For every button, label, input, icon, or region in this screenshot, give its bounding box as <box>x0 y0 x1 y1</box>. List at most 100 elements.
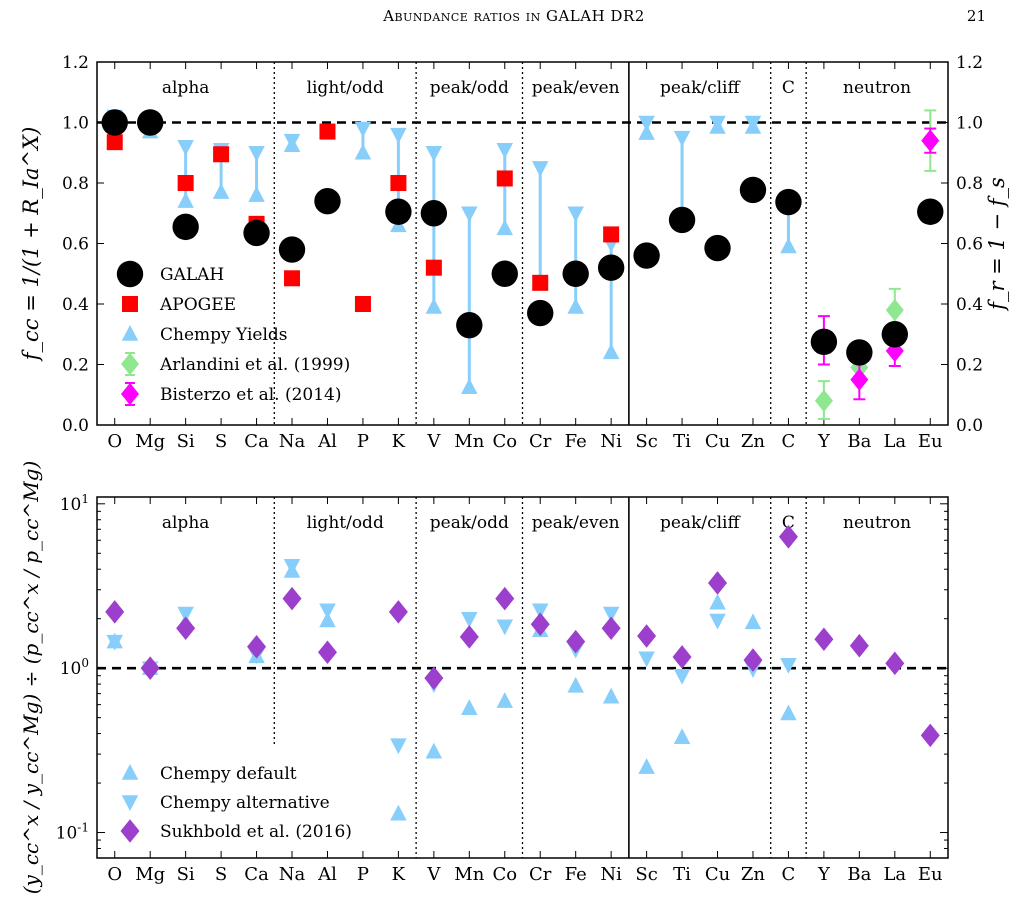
x-tick-label-s: S <box>215 864 227 885</box>
chempy-yield-marker <box>496 142 514 159</box>
x-tick-label-ti: Ti <box>673 864 691 885</box>
chempy-yield-marker <box>709 115 726 132</box>
x-tick-label-k: K <box>392 864 406 885</box>
point-sukhbold-et-al-2016 <box>743 648 763 672</box>
y-tick-label: 1.0 <box>62 114 89 134</box>
point-sukhbold-et-al-2016 <box>672 645 692 669</box>
point-bisterzo-et-al-2014 <box>921 129 940 152</box>
y-tick-label-right: 0.8 <box>956 174 983 194</box>
x-tick-label-ni: Ni <box>600 431 622 452</box>
chempy-yield-marker <box>425 298 443 314</box>
point-chempy-alternative <box>531 603 549 620</box>
point-galah <box>562 260 589 287</box>
point-sukhbold-et-al-2016 <box>849 633 869 658</box>
point-bisterzo-et-al-2014 <box>885 339 904 363</box>
point-sukhbold-et-al-2016 <box>388 600 408 624</box>
page-header: Abundance ratios in GALAH DR2 21 <box>0 0 1028 40</box>
point-apogee <box>603 226 620 243</box>
chempy-yield-marker <box>177 139 194 156</box>
y-axis-label: f_cc = 1/(1 + R_Ia^X) <box>19 127 43 363</box>
point-chempy-alternative <box>390 738 407 755</box>
chempy-yield-marker <box>354 143 372 160</box>
group-label-peak-even: peak/even <box>532 513 620 533</box>
y-tick-label: 0.2 <box>62 356 89 376</box>
point-galah <box>597 254 625 281</box>
chempy-yield-marker <box>496 219 514 236</box>
group-label-c: C <box>782 513 795 533</box>
x-tick-label-na: Na <box>279 431 306 452</box>
point-sukhbold-et-al-2016 <box>317 640 337 665</box>
point-galah <box>633 242 660 269</box>
legend-marker-chempy-yields <box>121 325 139 341</box>
point-sukhbold-et-al-2016 <box>247 634 267 659</box>
point-apogee <box>425 259 442 276</box>
legend-label-chempy-yields: Chempy Yields <box>160 325 288 345</box>
y-tick-label-right: 0.4 <box>956 295 983 315</box>
x-tick-label-o: O <box>107 864 122 885</box>
x-tick-label-si: Si <box>177 864 195 885</box>
x-tick-label-fe: Fe <box>565 431 587 452</box>
x-tick-label-mg: Mg <box>135 864 165 885</box>
legend-marker-chempy-alternative <box>121 795 139 811</box>
point-chempy-alternative <box>673 668 691 685</box>
x-tick-label-sc: Sc <box>635 431 657 452</box>
point-chempy-alternative <box>602 606 620 623</box>
y-tick-label: 0.0 <box>62 416 89 436</box>
point-chempy-default <box>744 613 762 630</box>
x-tick-label-na: Na <box>279 864 306 885</box>
legend-panel-2: Chempy default Chempy alternative Sukhbold… <box>120 764 352 843</box>
point-sukhbold-et-al-2016 <box>885 651 905 676</box>
x-tick-label-sc: Sc <box>635 864 657 885</box>
x-tick-label-ca: Ca <box>244 431 269 452</box>
y-tick-label-right: 1.2 <box>956 53 983 73</box>
point-chempy-default <box>390 804 407 821</box>
chempy-yield-marker <box>248 146 265 162</box>
point-galah <box>101 109 128 136</box>
legend-marker-arlandini-et-al-1999 <box>121 352 139 376</box>
x-tick-label-ba: Ba <box>847 864 871 885</box>
running-title: Abundance ratios in GALAH DR2 <box>383 7 645 25</box>
legend-label-arlandini-et-al-1999: Arlandini et al. (1999) <box>159 355 350 375</box>
x-tick-label-mg: Mg <box>135 431 165 452</box>
plot-frame <box>96 496 949 859</box>
point-chempy-alternative <box>638 651 655 668</box>
chempy-yield-marker <box>638 124 655 140</box>
x-tick-label-al: Al <box>317 864 337 885</box>
point-sukhbold-et-al-2016 <box>424 666 444 690</box>
x-tick-label-v: V <box>426 864 441 885</box>
group-label-light-odd: light/odd <box>307 513 384 533</box>
x-tick-label-y: Y <box>817 431 831 452</box>
point-chempy-default <box>638 758 655 774</box>
x-tick-label-zn: Zn <box>741 431 766 452</box>
chempy-yield-marker <box>567 206 584 223</box>
group-label-peak-odd: peak/odd <box>430 78 509 98</box>
point-galah <box>278 236 306 263</box>
chempy-yield-marker <box>567 298 584 314</box>
point-apogee <box>354 296 371 312</box>
point-sukhbold-et-al-2016 <box>105 600 125 624</box>
point-apogee <box>213 146 230 163</box>
legend-label-chempy-default: Chempy default <box>160 764 297 784</box>
point-chempy-default <box>567 676 584 693</box>
legend-marker-apogee <box>122 296 138 312</box>
point-sukhbold-et-al-2016 <box>920 723 940 748</box>
point-sukhbold-et-al-2016 <box>637 624 657 648</box>
x-tick-label-eu: Eu <box>918 431 943 452</box>
point-chempy-default <box>780 704 797 721</box>
point-galah <box>917 198 944 225</box>
x-tick-label-cr: Cr <box>529 431 552 452</box>
chempy-yield-marker <box>212 183 230 199</box>
chempy-yield-marker <box>461 378 478 394</box>
point-chempy-alternative <box>496 619 514 636</box>
group-label-neutron: neutron <box>843 78 911 98</box>
point-sukhbold-et-al-2016 <box>601 616 621 641</box>
point-chempy-default <box>673 728 691 744</box>
point-chempy-default <box>496 692 514 708</box>
point-apogee <box>106 134 123 151</box>
x-tick-label-la: La <box>883 431 906 452</box>
point-sukhbold-et-al-2016 <box>495 586 515 611</box>
point-chempy-default <box>425 742 443 759</box>
point-galah <box>491 260 518 287</box>
legend-label-bisterzo-et-al-2014: Bisterzo et al. (2014) <box>160 385 341 405</box>
